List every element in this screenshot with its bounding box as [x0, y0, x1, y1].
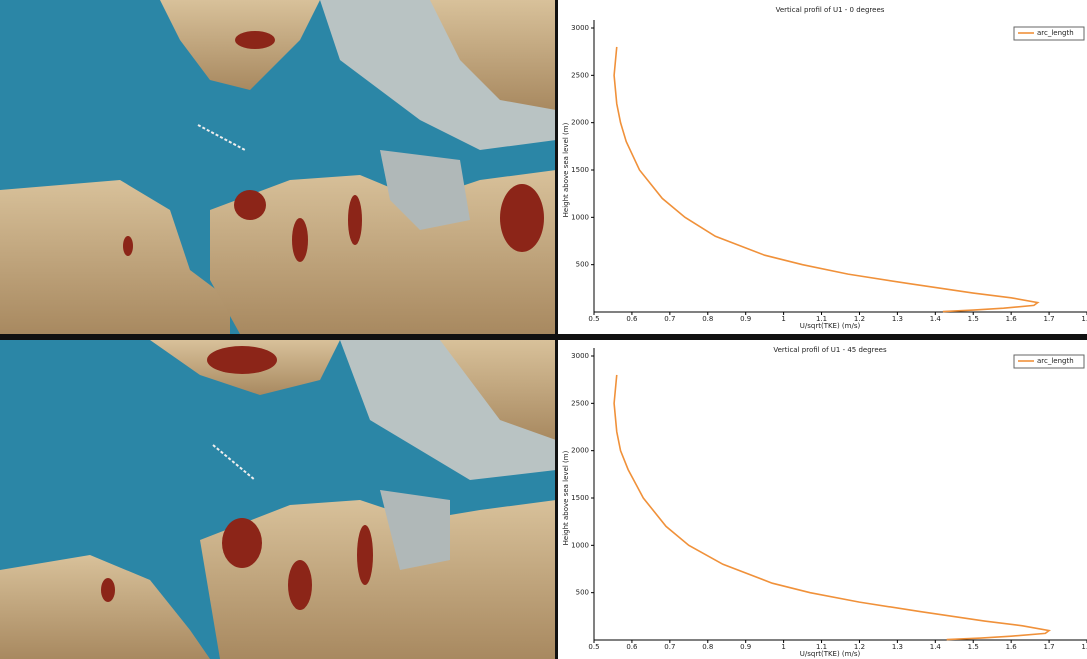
feature: [207, 346, 277, 374]
feature: [288, 560, 312, 610]
legend-label: arc_length: [1037, 29, 1074, 37]
x-tick-label: 1.2: [854, 643, 865, 651]
x-tick-label: 0.7: [664, 643, 675, 651]
x-tick-label: 1.8: [1081, 315, 1087, 323]
page: Vertical profil of U1 - 0 degrees Height …: [0, 0, 1087, 659]
y-tick-label: 2500: [571, 71, 589, 79]
y-tick-label: 2000: [571, 119, 589, 127]
y-tick-label: 1000: [571, 213, 589, 221]
plot-area: [594, 20, 1087, 312]
x-tick-label: 0.9: [740, 643, 751, 651]
x-tick-label: 1.2: [854, 315, 865, 323]
feature: [123, 236, 133, 256]
x-tick-label: 1.1: [816, 643, 827, 651]
x-axis-label: U/sqrt(TKE) (m/s): [800, 322, 861, 330]
x-tick-label: 0.6: [626, 643, 638, 651]
x-tick-label: 1.1: [816, 315, 827, 323]
x-axis-label: U/sqrt(TKE) (m/s): [800, 650, 861, 658]
y-axis-label: Height above sea level (m): [562, 450, 570, 545]
x-tick-label: 1.4: [930, 643, 942, 651]
y-tick-label: 1000: [571, 541, 589, 549]
feature: [235, 31, 275, 49]
feature: [234, 190, 266, 220]
x-tick-label: 1.6: [1006, 315, 1018, 323]
x-tick-label: 0.9: [740, 315, 751, 323]
y-tick-label: 2500: [571, 399, 589, 407]
feature: [222, 518, 262, 568]
separator: [0, 334, 1087, 340]
y-tick-label: 500: [576, 261, 589, 269]
x-tick-label: 1.3: [892, 315, 903, 323]
feature: [500, 184, 544, 252]
feature: [357, 525, 373, 585]
x-tick-label: 1.4: [930, 315, 942, 323]
x-tick-label: 1.6: [1006, 643, 1018, 651]
x-tick-label: 1.5: [968, 315, 979, 323]
screen: Vertical profil of U1 - 0 degrees Height …: [0, 0, 1087, 659]
x-tick-label: 1.5: [968, 643, 979, 651]
x-tick-label: 0.6: [626, 315, 638, 323]
chart-title: Vertical profil of U1 - 0 degrees: [776, 6, 885, 14]
y-tick-label: 3000: [571, 352, 589, 360]
x-tick-label: 1.7: [1044, 315, 1055, 323]
terrain-view-top: [0, 0, 556, 334]
y-tick-label: 500: [576, 589, 589, 597]
x-tick-label: 0.8: [702, 643, 713, 651]
charts: Vertical profil of U1 - 0 degrees Height …: [562, 6, 1087, 658]
terrain-view-bottom: [0, 340, 556, 659]
x-tick-label: 0.5: [588, 315, 599, 323]
separator: [555, 0, 558, 659]
x-tick-label: 1: [781, 315, 785, 323]
feature: [292, 218, 308, 262]
plot-area: [594, 348, 1087, 640]
legend-label: arc_length: [1037, 357, 1074, 365]
feature: [101, 578, 115, 602]
y-tick-label: 1500: [571, 166, 589, 174]
chart-title: Vertical profil of U1 - 45 degrees: [773, 346, 887, 354]
y-tick-label: 1500: [571, 494, 589, 502]
y-tick-label: 2000: [571, 447, 589, 455]
feature: [348, 195, 362, 245]
x-tick-label: 1.3: [892, 643, 903, 651]
x-tick-label: 0.7: [664, 315, 675, 323]
terrain: [210, 170, 556, 334]
y-tick-label: 3000: [571, 24, 589, 32]
x-tick-label: 0.5: [588, 643, 599, 651]
x-tick-label: 1: [781, 643, 785, 651]
y-axis-label: Height above sea level (m): [562, 122, 570, 217]
x-tick-label: 1.8: [1081, 643, 1087, 651]
x-tick-label: 0.8: [702, 315, 713, 323]
x-tick-label: 1.7: [1044, 643, 1055, 651]
